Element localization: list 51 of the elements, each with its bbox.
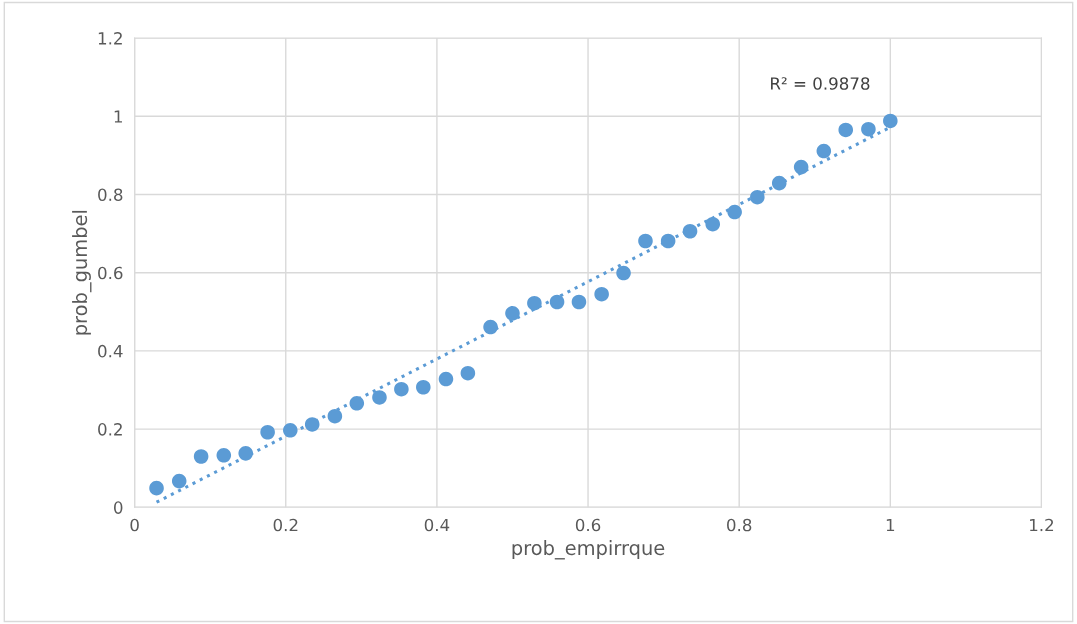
annotation: R² = 0.9878	[771, 77, 870, 90]
point	[416, 379, 431, 395]
point	[616, 265, 631, 281]
x-tick-label: 1	[886, 518, 895, 532]
point	[260, 424, 275, 440]
point	[283, 422, 298, 438]
y-axis-title: prob_gumbel	[72, 210, 92, 335]
point	[838, 122, 854, 138]
x-tick-label: 0.2	[273, 518, 298, 532]
y-tick-label: 0.8	[98, 188, 123, 202]
point	[594, 286, 609, 302]
point	[883, 113, 898, 129]
x-tick-label: 1.2	[1030, 518, 1054, 532]
point	[705, 216, 721, 232]
x-tick-label: 0.4	[424, 518, 450, 532]
point	[238, 446, 253, 461]
point	[750, 189, 765, 205]
point	[727, 204, 742, 220]
point	[394, 381, 409, 397]
y-tick-label: 1	[114, 110, 122, 123]
point	[304, 417, 320, 432]
point	[660, 233, 676, 249]
point	[771, 175, 787, 191]
point	[216, 448, 232, 463]
point	[549, 294, 565, 310]
y-tick-label: 1.2	[98, 32, 122, 45]
x-tick-label: 0.8	[727, 518, 752, 532]
point	[861, 121, 876, 137]
point	[193, 449, 209, 464]
point	[438, 371, 454, 387]
point	[483, 319, 498, 335]
point	[171, 473, 187, 489]
y-tick-label: 0.6	[98, 266, 123, 280]
y-tick-label: 0	[114, 501, 123, 514]
y-tick-label: 0.2	[98, 423, 122, 436]
point	[349, 396, 365, 411]
point	[682, 223, 698, 239]
point	[638, 233, 653, 249]
point	[505, 306, 520, 321]
point	[460, 365, 476, 381]
x-axis-title: prob_empirrque	[512, 540, 665, 560]
point	[149, 480, 164, 496]
point	[793, 159, 809, 175]
point	[571, 294, 587, 310]
point	[372, 390, 387, 405]
y-tick-label: 0.4	[98, 344, 123, 358]
x-tick-label: 0.6	[575, 518, 601, 532]
point	[816, 143, 832, 159]
point	[327, 408, 343, 424]
x-tick-label: 0	[130, 518, 139, 532]
point	[527, 295, 542, 311]
